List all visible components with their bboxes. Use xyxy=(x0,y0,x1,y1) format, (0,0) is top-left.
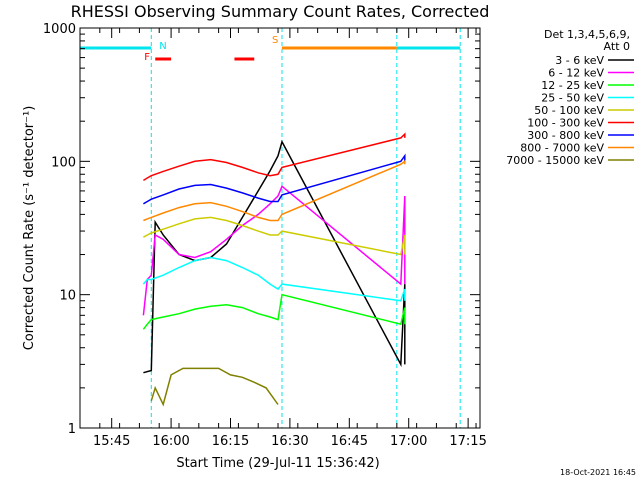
y-tick-label: 10 xyxy=(59,289,76,304)
x-tick-label: 17:15 xyxy=(449,434,486,449)
x-tick-label: 16:00 xyxy=(152,434,189,449)
y-tick-label: 100 xyxy=(51,155,76,170)
y-tick-label: 1 xyxy=(68,422,76,437)
legend-entry-label: 50 - 100 keV xyxy=(534,104,604,117)
series-line-3 xyxy=(142,256,406,302)
legend-entry-label: 7000 - 15000 keV xyxy=(506,154,604,167)
series-line-8 xyxy=(150,367,279,407)
series-line-0 xyxy=(143,139,406,374)
flag-label: F xyxy=(144,52,150,63)
legend-header: Det 1,3,4,5,6,9, xyxy=(544,28,630,41)
x-tick-label: 16:15 xyxy=(212,434,249,449)
x-axis-label: Start Time (29-Jul-11 15:36:42) xyxy=(176,456,379,471)
chart-title: RHESSI Observing Summary Count Rates, Co… xyxy=(71,2,490,21)
series-line-6 xyxy=(143,153,406,205)
legend-entry-label: 100 - 300 keV xyxy=(527,117,604,130)
axes: 1 10 100 1000 15:45 16:00 16:15 16:30 16:45 17:00… xyxy=(43,22,487,449)
plot-frame xyxy=(79,27,481,429)
y-axis-label: Corrected Count Rate (s⁻¹ detector⁻¹) xyxy=(22,106,37,351)
legend-entry-label: 12 - 25 keV xyxy=(541,79,604,92)
plot-area: NF S xyxy=(80,28,461,428)
x-tick-label: 16:30 xyxy=(271,434,308,449)
series-line-7 xyxy=(143,159,406,222)
x-tick-label: 17:00 xyxy=(390,434,427,449)
legend-entry-label: 6 - 12 keV xyxy=(548,67,604,80)
x-tick-label: 15:45 xyxy=(93,434,130,449)
flag-label: N xyxy=(159,41,166,52)
legend-entry-label: 800 - 7000 keV xyxy=(520,142,604,155)
flag-label: S xyxy=(272,35,278,46)
legend-entry-label: 3 - 6 keV xyxy=(555,54,604,67)
series-line-1 xyxy=(142,185,406,316)
footer-date: 18-Oct-2021 16:45 xyxy=(560,468,636,477)
x-tick-label: 16:45 xyxy=(331,434,368,449)
legend-entry-label: 25 - 50 keV xyxy=(541,92,604,105)
legend-header: Att 0 xyxy=(604,40,630,53)
legend-entry-label: 300 - 800 keV xyxy=(527,129,604,142)
series-line-2 xyxy=(142,293,406,330)
y-tick-label: 1000 xyxy=(43,22,76,37)
series-line-5 xyxy=(143,132,406,182)
series-line-4 xyxy=(143,216,406,256)
